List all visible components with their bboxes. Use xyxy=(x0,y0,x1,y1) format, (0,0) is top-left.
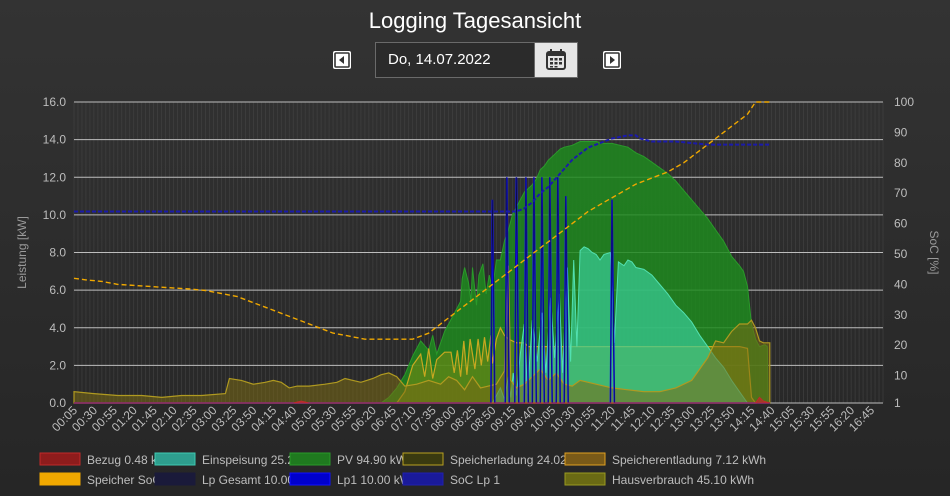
date-picker[interactable]: Do, 14.07.2022 xyxy=(375,42,578,78)
legend-item: PV 94.90 kWh xyxy=(289,452,414,467)
y-tick-label: 12.0 xyxy=(43,170,67,184)
legend-label: Lp1 10.00 kWh xyxy=(337,473,418,487)
legend-label: Speicherentladung 7.12 kWh xyxy=(612,453,766,467)
page-title: Logging Tagesansicht xyxy=(368,8,582,33)
y2-tick-label: 50 xyxy=(894,247,908,261)
legend-swatch xyxy=(289,452,331,466)
y2-tick-label: 20 xyxy=(894,338,908,352)
y-tick-label: 2.0 xyxy=(49,358,66,372)
legend-item: SoC Lp 1 xyxy=(402,472,500,487)
series-speicher-soc-line xyxy=(73,101,770,340)
y2-tick-label: 70 xyxy=(894,186,908,200)
legend-label: PV 94.90 kWh xyxy=(337,453,414,467)
legend-swatch xyxy=(154,472,196,486)
legend-swatch xyxy=(402,472,444,486)
y2-tick-label: 100 xyxy=(894,95,914,109)
y-tick-label: 4.0 xyxy=(49,321,66,335)
calendar-button[interactable] xyxy=(534,43,577,77)
legend-label: Speicher SoC xyxy=(87,473,161,487)
y2-axis-label: SoC [%] xyxy=(927,230,941,274)
chart-series xyxy=(73,101,771,404)
legend-item: Bezug 0.48 kWh xyxy=(39,452,175,467)
legend-swatch xyxy=(564,452,606,466)
legend-label: Bezug 0.48 kWh xyxy=(87,453,175,467)
y-tick-label: 16.0 xyxy=(43,95,67,109)
series-einspeisung-area xyxy=(74,246,748,404)
legend-item: Lp1 10.00 kWh xyxy=(289,472,418,487)
y2-tick-label: 90 xyxy=(894,125,908,139)
legend-item: Speicher SoC xyxy=(39,472,161,487)
date-input[interactable]: Do, 14.07.2022 xyxy=(388,51,491,68)
legend-swatch xyxy=(402,452,444,466)
legend-swatch xyxy=(289,472,331,486)
legend-label: Speicherladung 24.02 kWh xyxy=(450,453,594,467)
y-tick-label: 6.0 xyxy=(49,283,66,297)
legend-label: SoC Lp 1 xyxy=(450,473,500,487)
y-axis-label: Leistung [kW] xyxy=(15,216,29,289)
legend-swatch xyxy=(39,452,81,466)
legend-swatch xyxy=(154,452,196,466)
series-soc-lp1-line xyxy=(74,134,770,213)
y2-tick-label: 80 xyxy=(894,156,908,170)
y-tick-label: 10.0 xyxy=(43,208,67,222)
y2-tick-label: 40 xyxy=(894,277,908,291)
prev-day-button[interactable] xyxy=(333,51,351,69)
series-bezug-area xyxy=(74,396,770,404)
calendar-icon xyxy=(546,49,566,70)
series-hausverbrauch-area xyxy=(73,265,771,404)
y2-tick-label: 10 xyxy=(894,369,908,383)
y-tick-label: 8.0 xyxy=(49,246,66,260)
caret-left-icon xyxy=(334,52,350,68)
legend-item: Hausverbrauch 45.10 kWh xyxy=(564,472,754,487)
legend-label: Hausverbrauch 45.10 kWh xyxy=(612,473,754,487)
chart-legend: Bezug 0.48 kWh Einspeisung 25.23 kWh PV 94… xyxy=(39,452,766,487)
next-day-button[interactable] xyxy=(603,51,621,69)
legend-swatch xyxy=(39,472,81,486)
y-tick-label: 0.0 xyxy=(49,396,66,410)
y2-tick-label: 60 xyxy=(894,217,908,231)
legend-item: Speicherladung 24.02 kWh xyxy=(402,452,594,467)
y2-tick-label: 1 xyxy=(894,396,901,410)
y2-tick-label: 30 xyxy=(894,308,908,322)
legend-item: Speicherentladung 7.12 kWh xyxy=(564,452,766,467)
caret-right-icon xyxy=(604,52,620,68)
y-tick-label: 14.0 xyxy=(43,133,67,147)
legend-swatch xyxy=(564,472,606,486)
